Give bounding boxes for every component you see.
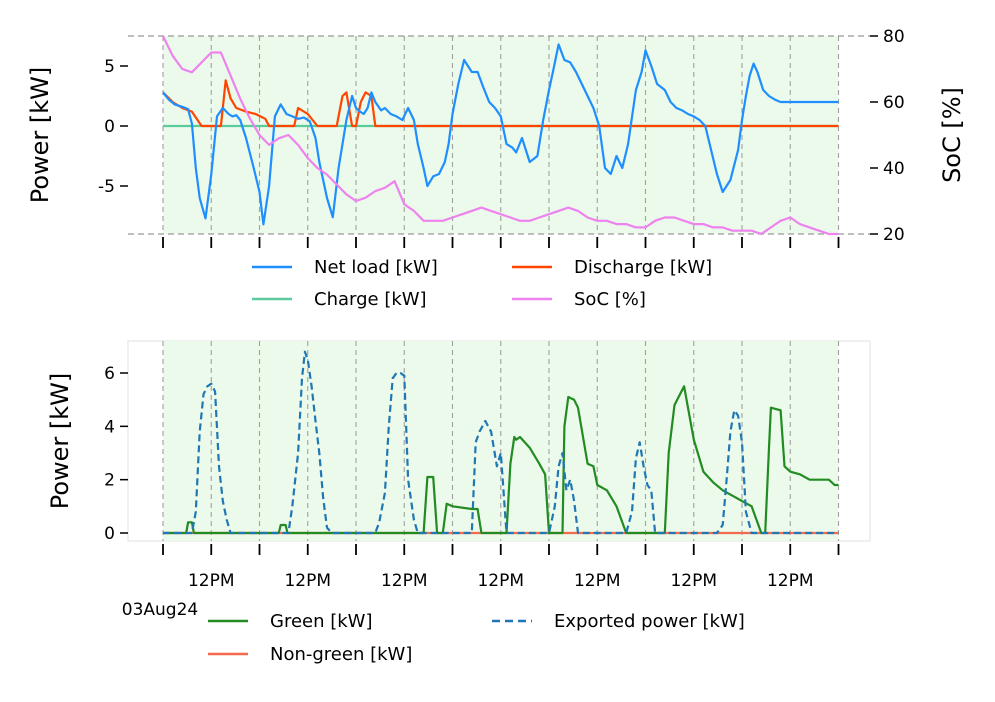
x-tick-label: 12PM <box>670 571 717 591</box>
y-tick-label: 6 <box>104 364 115 384</box>
bottom-x-ticks: 12PM 12PM 12PM 12PM 12PM 12PM 12PM <box>162 544 840 591</box>
legend-label: SoC [%] <box>574 289 646 310</box>
x-tick-label: 12PM <box>477 571 524 591</box>
top-y-ticks: 5 0 -5 <box>98 57 128 197</box>
series-line-discharge-kw <box>162 79 839 128</box>
y-tick-label: 40 <box>883 159 905 179</box>
series-line-net-load-kw <box>162 43 839 226</box>
x-tick-label: 12PM <box>767 571 814 591</box>
bottom-y-ticks: 6 4 2 0 <box>104 364 128 544</box>
legend-label: Net load [kW] <box>314 257 438 278</box>
top-y2-ticks: 80 60 40 20 <box>870 27 905 245</box>
x-tick-label: 12PM <box>574 571 621 591</box>
x-tick-label: 12PM <box>381 571 428 591</box>
legend-label: Green [kW] <box>270 611 373 632</box>
x-tick-label: 12PM <box>284 571 331 591</box>
x-start-date-label: 03Aug24 <box>122 600 198 620</box>
legend-label: Exported power [kW] <box>554 611 745 632</box>
y-tick-label: 2 <box>104 471 115 491</box>
series-line-soc <box>162 35 839 236</box>
legend-label: Discharge [kW] <box>574 257 712 278</box>
top-panel: 5 0 -5 80 60 40 20 Power [kW] SoC [%] Net loa… <box>26 27 966 310</box>
top-series-lines <box>162 35 839 236</box>
top-y2-axis-title: SoC [%] <box>938 87 966 183</box>
bottom-series-lines <box>163 350 839 535</box>
y-tick-label: 80 <box>883 27 905 47</box>
y-tick-label: -5 <box>98 177 115 197</box>
top-legend: Net load [kW] Discharge [kW] Charge [kW] So… <box>252 257 712 310</box>
y-tick-label: 20 <box>883 225 905 245</box>
bottom-legend: Green [kW] Exported power [kW] Non-green [… <box>208 611 745 665</box>
bottom-y-axis-title: Power [kW] <box>46 373 74 510</box>
y-tick-label: 0 <box>104 524 115 544</box>
y-tick-label: 4 <box>104 417 115 437</box>
bottom-panel: 6 4 2 0 12PM 12PM 12PM 12PM 12PM 12PM 12PM Power … <box>46 340 871 665</box>
legend-label: Non-green [kW] <box>270 644 412 665</box>
legend-label: Charge [kW] <box>314 289 427 310</box>
y-tick-label: 0 <box>104 117 115 137</box>
top-x-ticks <box>162 237 840 248</box>
series-line-exported-power-kw <box>163 350 839 535</box>
y-tick-label: 60 <box>883 93 905 113</box>
x-tick-label: 12PM <box>188 571 235 591</box>
top-y-axis-title: Power [kW] <box>26 67 54 204</box>
y-tick-label: 5 <box>104 57 115 77</box>
